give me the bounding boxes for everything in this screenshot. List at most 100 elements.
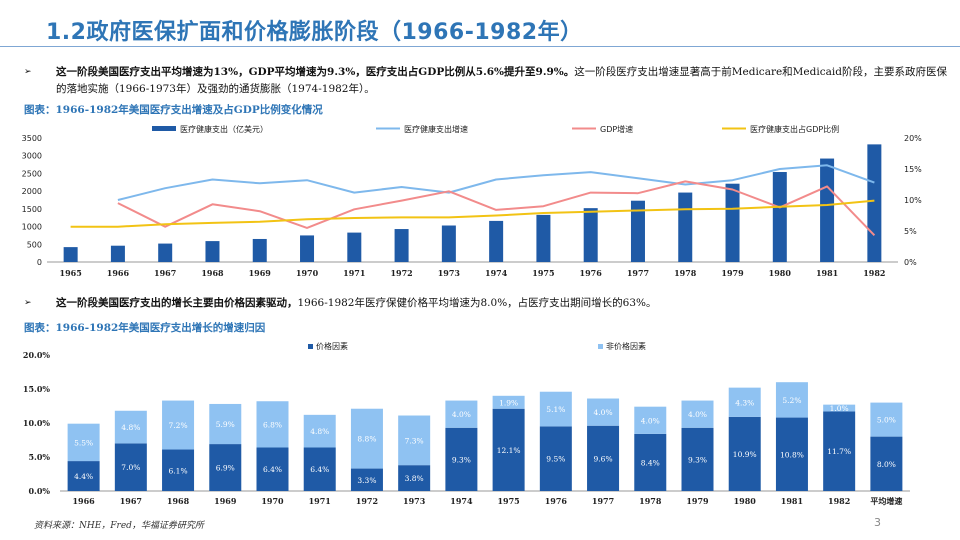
y-tick-label: 15.0% [23, 384, 50, 394]
bar-price-factor [870, 436, 903, 491]
x-tick-label: 1976 [545, 496, 568, 506]
bar-health-spending [63, 247, 78, 262]
x-tick-label: 1967 [120, 496, 142, 506]
y-left-tick-label: 1000 [22, 223, 42, 232]
y-right-tick-label: 20% [904, 134, 922, 143]
data-label-price: 6.9% [216, 464, 235, 473]
x-tick-label: 1974 [485, 268, 508, 278]
data-label-non-price: 4.8% [310, 427, 329, 436]
data-label-non-price: 5.1% [546, 405, 565, 414]
legend-label-price: 价格因素 [316, 341, 348, 351]
bar-price-factor [823, 411, 856, 491]
bar-health-spending [630, 200, 645, 262]
data-label-non-price: 7.3% [405, 436, 424, 445]
bar-health-spending [867, 144, 882, 262]
bar-health-spending [347, 232, 362, 262]
x-tick-label: 1966 [72, 496, 95, 506]
bar-price-factor [209, 444, 242, 491]
chart-1: 0 500 1000 1500 2000 2500 3000 3500 0% 5% 10% 15% 20… [22, 124, 923, 278]
series-line-1 [117, 164, 875, 201]
x-tick-label: 1980 [769, 268, 792, 278]
x-tick-label: 1968 [167, 496, 190, 506]
bullet-2-text: 1966-1982年医疗保健价格平均增速为8.0%，占医疗支出期间增长的63%。 [297, 297, 657, 309]
legend-label-2: 医疗健康支出增速 [404, 124, 468, 134]
data-label-price: 3.3% [357, 476, 376, 485]
y-tick-label: 20.0% [23, 350, 50, 360]
bar-price-factor [67, 461, 100, 491]
bar-health-spending [300, 235, 315, 262]
y-left-tick-label: 3500 [22, 134, 42, 143]
x-tick-label: 1974 [450, 496, 473, 506]
x-tick-label: 1965 [60, 268, 82, 278]
bar-price-factor [539, 426, 572, 491]
data-label-non-price: 5.5% [74, 438, 93, 447]
bullet-2-bold: 这一阶段美国医疗支出的增长主要由价格因素驱动， [56, 297, 298, 309]
data-label-non-price: 7.2% [169, 421, 188, 430]
data-label-non-price: 4.0% [452, 410, 471, 419]
x-tick-label: 1966 [107, 268, 130, 278]
page-title: 1.2政府医保扩面和价格膨胀阶段（1966-1982年） [46, 20, 583, 45]
y-left-tick-label: 1500 [22, 205, 42, 214]
bar-price-factor [350, 468, 383, 491]
x-tick-label: 1967 [154, 268, 176, 278]
bar-non-price-factor [209, 403, 242, 445]
bar-price-factor [587, 425, 620, 491]
data-label-price: 9.3% [452, 455, 471, 464]
data-label-price: 6.1% [169, 466, 188, 475]
data-label-price: 9.5% [546, 455, 565, 464]
title-divider [0, 46, 960, 47]
x-tick-label: 1972 [356, 496, 378, 506]
bar-health-spending [725, 183, 740, 262]
legend-label-3: GDP增速 [600, 124, 633, 134]
y-left-tick-label: 500 [27, 240, 42, 249]
data-label-price: 4.4% [74, 472, 93, 481]
x-tick-label: 1968 [201, 268, 224, 278]
bar-health-spending [252, 238, 267, 262]
legend-swatch-price [308, 344, 313, 349]
x-tick-label: 1982 [863, 268, 885, 278]
chart-2: 0.0% 5.0% 10.0% 15.0% 20.0% 4.4% 5.5% 1966 7.0% 4… [23, 341, 910, 506]
data-label-price: 10.9% [733, 450, 757, 459]
bar-price-factor [303, 447, 336, 491]
y-tick-label: 5.0% [28, 452, 50, 462]
x-tick-label: 1975 [497, 496, 519, 506]
data-label-non-price: 8.8% [357, 435, 376, 444]
source-note: 资料来源：NHE，Fred，华福证券研究所 [34, 521, 204, 531]
series-line-3 [70, 199, 875, 228]
bar-health-spending [489, 220, 504, 262]
bullet-1-text: 这一阶段医疗支出增速显著高于前Medicare和Medicaid阶段，主要系政府… [56, 66, 947, 95]
bar-price-factor [162, 449, 195, 491]
data-label-price: 8.0% [877, 460, 896, 469]
x-tick-label: 1976 [580, 268, 603, 278]
bar-price-factor [256, 447, 289, 491]
bar-non-price-factor [67, 423, 100, 462]
x-tick-label: 1973 [403, 496, 426, 506]
bullet-1-bold: 这一阶段美国医疗支出平均增速为13%，GDP平均增速为9.3%，医疗支出占GDP… [56, 66, 575, 78]
data-label-non-price: 6.8% [263, 420, 282, 429]
data-label-price: 11.7% [827, 447, 851, 456]
legend-label-1: 医疗健康支出（亿美元） [180, 124, 268, 134]
bar-non-price-factor [256, 401, 289, 448]
data-label-price: 3.8% [405, 474, 424, 483]
bar-price-factor [445, 427, 478, 491]
bar-health-spending [536, 214, 551, 262]
x-tick-label: 1980 [734, 496, 757, 506]
x-tick-label: 1982 [828, 496, 850, 506]
legend-swatch-1 [152, 126, 176, 131]
x-tick-label: 1979 [721, 268, 744, 278]
data-label-non-price: 4.3% [735, 398, 754, 407]
bar-non-price-factor [634, 406, 667, 434]
bar-non-price-factor [398, 415, 431, 466]
bar-non-price-factor [114, 410, 147, 444]
data-label-non-price: 4.8% [121, 423, 140, 432]
bar-price-factor [114, 443, 147, 491]
bar-health-spending [441, 225, 456, 262]
page-number: 3 [874, 516, 881, 529]
data-label-price: 7.0% [121, 463, 140, 472]
y-left-tick-label: 2000 [22, 187, 42, 196]
bullet-arrow-icon: ➢ [24, 67, 32, 77]
x-tick-label: 1969 [249, 268, 272, 278]
bar-non-price-factor [492, 395, 525, 409]
bar-price-factor [634, 433, 667, 491]
y-right-tick-label: 5% [904, 227, 917, 236]
